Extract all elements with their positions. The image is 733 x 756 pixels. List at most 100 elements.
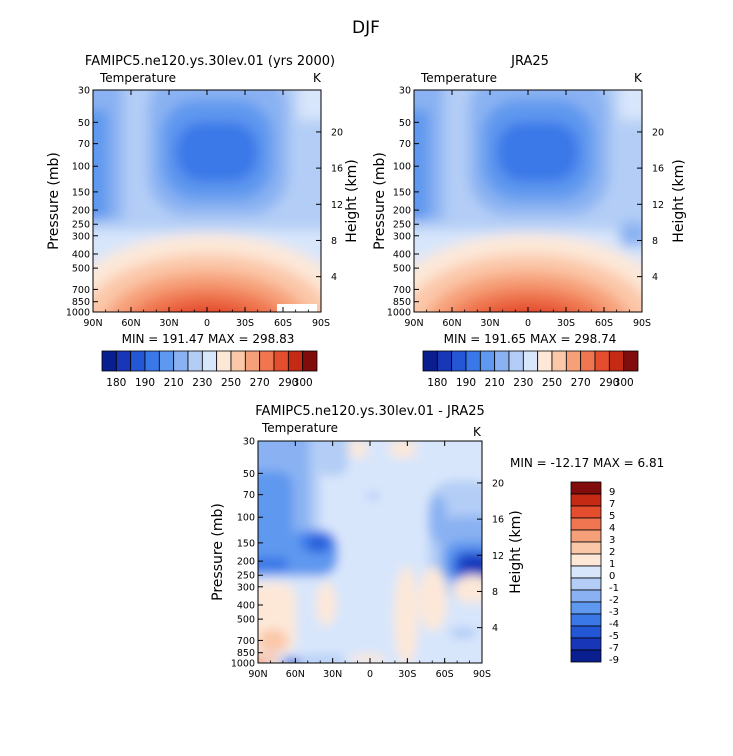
y-tick-label: 250	[237, 571, 255, 582]
panel-diff-axes: 305070100150200250300400500700850100090N…	[231, 437, 504, 681]
colorbar-swatch	[244, 350, 261, 372]
y-tick-label: 500	[393, 264, 411, 275]
x-tick-label: 0	[204, 318, 210, 329]
y-tick-label: 700	[393, 285, 411, 296]
colorbar-swatch	[479, 350, 496, 372]
x-tick-label: 30S	[557, 318, 575, 329]
colorbar-swatch	[570, 481, 602, 495]
x-tick-label: 90S	[473, 669, 491, 680]
colorbar-swatch	[570, 493, 602, 507]
y-tick-label: 500	[237, 615, 255, 626]
colorbar-swatch	[608, 350, 625, 372]
colorbar-swatch	[259, 350, 275, 372]
panel-model-contour-field	[93, 90, 321, 312]
y-tick-label: 500	[72, 264, 90, 275]
panel-model: FAMIPC5.ne120.ys.30lev.01 (yrs 2000) Tem…	[46, 54, 360, 389]
y-tick-label: 200	[237, 557, 255, 568]
y-tick-label: 700	[72, 285, 90, 296]
colorbar-label: 250	[542, 377, 562, 389]
colorbar-swatch	[551, 350, 567, 372]
colorbar-swatch	[173, 350, 189, 372]
colorbar-swatch	[580, 350, 596, 372]
panel-diff-stats: MIN = -12.17 MAX = 6.81	[510, 456, 664, 470]
x-tick-label: 90N	[404, 318, 423, 329]
colorbar-swatch	[508, 350, 524, 372]
colorbar-label: 5	[609, 511, 615, 522]
y-tick-label: 850	[237, 648, 255, 659]
colorbar-label: 190	[135, 377, 155, 389]
panel-diff: FAMIPC5.ne120.ys.30lev.01 - JRA25 Temper…	[210, 404, 664, 681]
colorbar-swatch	[115, 350, 132, 372]
colorbar-swatch	[101, 350, 117, 372]
x-tick-label: 30S	[398, 669, 416, 680]
y-tick-label: 1000	[387, 308, 411, 319]
panel-diff-variable-label: Temperature	[261, 421, 338, 435]
colorbar-swatch	[570, 565, 602, 579]
colorbar-label: 230	[513, 377, 533, 389]
colorbar-swatch	[187, 350, 203, 372]
colorbar-swatch	[130, 350, 146, 372]
colorbar-swatch	[570, 625, 602, 639]
colorbar-swatch	[570, 553, 602, 567]
y2-tick-label: 20	[331, 127, 343, 138]
colorbar-label: 180	[106, 377, 126, 389]
y-tick-label: 1000	[231, 659, 255, 670]
y2-tick-label: 20	[652, 127, 664, 138]
colorbar-label: 210	[485, 377, 505, 389]
colorbar-swatch	[570, 601, 602, 615]
panel-model-axes: 305070100150200250300400500700850100090N…	[66, 86, 343, 330]
colorbar-label: 270	[571, 377, 591, 389]
colorbar-swatch	[494, 350, 510, 372]
y-tick-label: 150	[237, 538, 255, 549]
x-tick-label: 30N	[480, 318, 499, 329]
panel-model-title: FAMIPC5.ne120.ys.30lev.01 (yrs 2000)	[85, 54, 335, 69]
y-tick-label: 50	[399, 118, 411, 129]
panel-diff-contour-field	[258, 441, 482, 663]
y2-tick-label: 8	[331, 236, 337, 247]
x-tick-label: 0	[525, 318, 531, 329]
y-tick-label: 70	[243, 490, 255, 501]
y-tick-label: 50	[78, 118, 90, 129]
colorbar-swatch	[570, 517, 602, 531]
y-tick-label: 300	[72, 231, 90, 242]
colorbar-label: 300	[614, 377, 634, 389]
y2-tick-label: 16	[652, 164, 664, 175]
y-tick-label: 250	[393, 220, 411, 231]
colorbar-swatch	[465, 350, 481, 372]
panel-obs-axes: 305070100150200250300400500700850100090N…	[387, 86, 664, 330]
x-tick-label: 60N	[121, 318, 140, 329]
y-tick-label: 150	[393, 187, 411, 198]
panel-obs-title: JRA25	[510, 54, 549, 69]
colorbar-swatch	[570, 637, 602, 651]
colorbar-swatch	[537, 350, 553, 372]
y2-tick-label: 20	[492, 478, 504, 489]
colorbar-label: 7	[609, 499, 615, 510]
panel-obs: JRA25 Temperature K	[372, 54, 687, 389]
colorbar-swatch	[565, 350, 582, 372]
colorbar-swatch	[216, 350, 232, 372]
colorbar-swatch	[287, 350, 304, 372]
colorbar-swatch	[570, 529, 602, 543]
y2-tick-label: 4	[331, 272, 337, 283]
panel-obs-variable-label: Temperature	[420, 71, 497, 85]
panel-model-y2label: Height (km)	[344, 159, 360, 242]
colorbar-label: -4	[609, 619, 619, 630]
y2-tick-label: 4	[652, 272, 658, 283]
colorbar-label: 230	[192, 377, 212, 389]
y2-tick-label: 8	[492, 587, 498, 598]
y-tick-label: 200	[393, 206, 411, 217]
panel-diff-ylabel: Pressure (mb)	[210, 503, 226, 601]
y-tick-label: 30	[243, 437, 255, 448]
colorbar-label: 2	[609, 547, 615, 558]
y-tick-label: 850	[393, 297, 411, 308]
panel-diff-y2label: Height (km)	[508, 510, 524, 593]
x-tick-label: 90N	[248, 669, 267, 680]
colorbar-swatch	[436, 350, 453, 372]
colorbar-swatch	[594, 350, 610, 372]
panel-model-variable-label: Temperature	[99, 71, 176, 85]
y2-tick-label: 12	[492, 551, 504, 562]
x-tick-label: 60S	[595, 318, 613, 329]
colorbar-swatch	[302, 350, 318, 372]
y-tick-label: 100	[393, 162, 411, 173]
